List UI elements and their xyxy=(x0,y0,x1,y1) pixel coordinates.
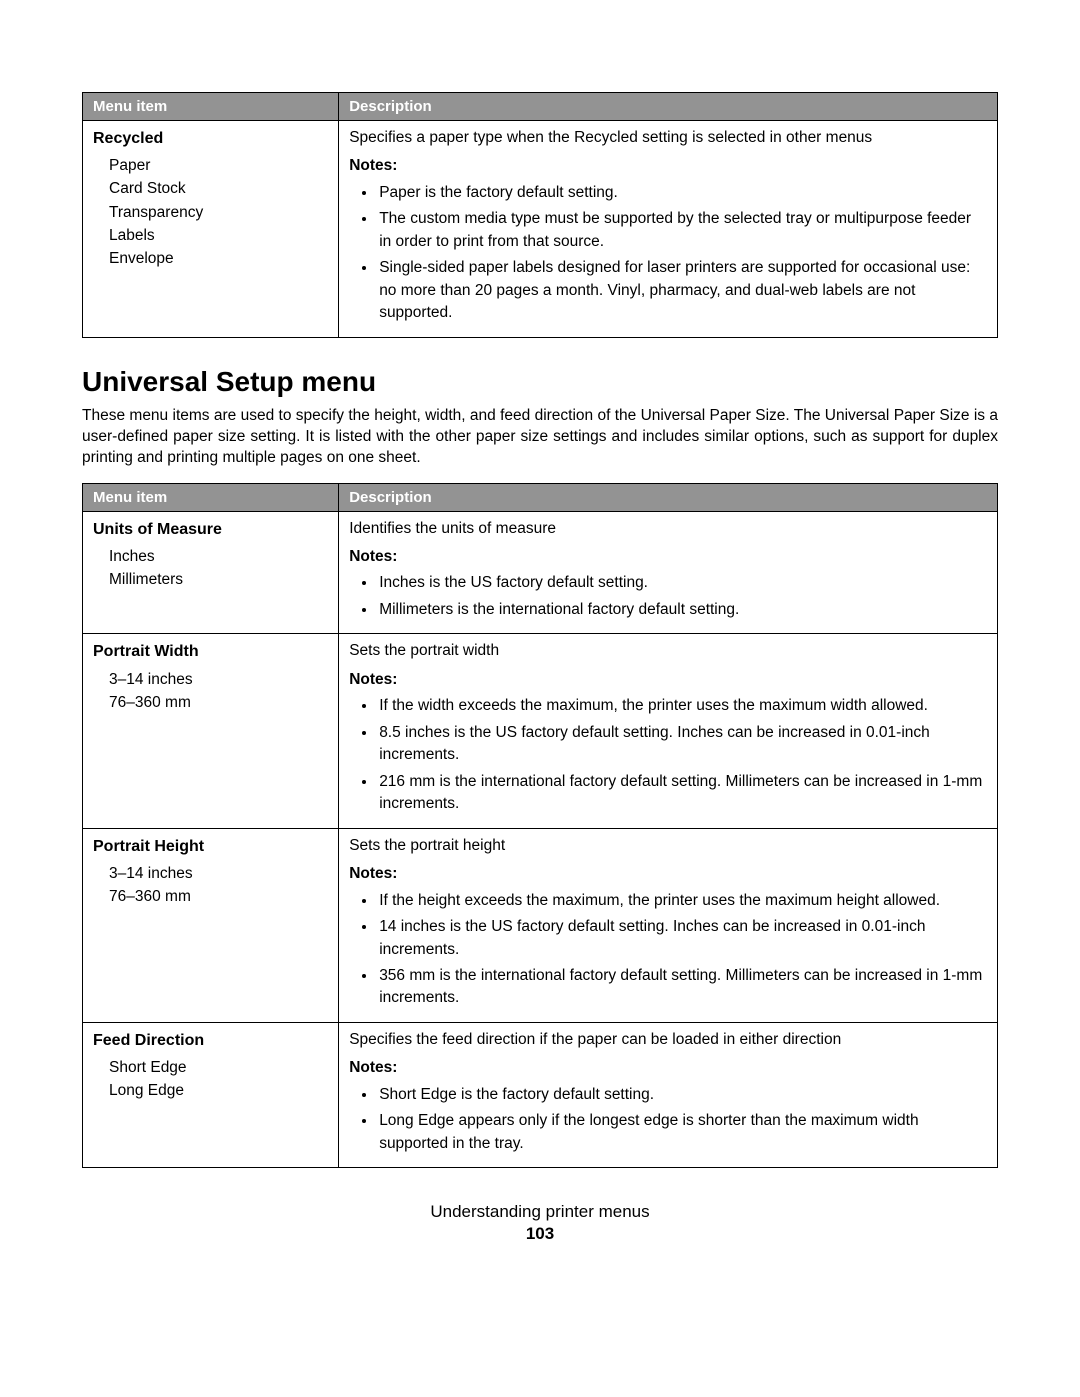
note-item: 216 mm is the international factory defa… xyxy=(377,771,987,816)
cell-menu-item: Units of Measure InchesMillimeters xyxy=(83,511,339,634)
description-lead: Sets the portrait width xyxy=(349,640,987,662)
th-menu-item: Menu item xyxy=(83,93,339,121)
table-universal-setup: Menu item Description Units of Measure In… xyxy=(82,483,998,1169)
menu-item-title: Units of Measure xyxy=(93,518,328,541)
note-item: Millimeters is the international factory… xyxy=(377,599,987,621)
th-description: Description xyxy=(339,93,998,121)
table1-body: Recycled PaperCard StockTransparencyLabel… xyxy=(83,121,998,338)
menu-item-option: Long Edge xyxy=(109,1079,328,1102)
menu-item-option: Envelope xyxy=(109,247,328,270)
cell-menu-item: Recycled PaperCard StockTransparencyLabel… xyxy=(83,121,339,338)
note-item: If the width exceeds the maximum, the pr… xyxy=(377,695,987,717)
note-item: Long Edge appears only if the longest ed… xyxy=(377,1110,987,1155)
cell-description: Specifies the feed direction if the pape… xyxy=(339,1022,998,1167)
menu-item-option: Millimeters xyxy=(109,568,328,591)
page-footer: Understanding printer menus 103 xyxy=(82,1202,998,1244)
th-description: Description xyxy=(339,483,998,511)
menu-item-options: Short EdgeLong Edge xyxy=(93,1056,328,1103)
cell-description: Identifies the units of measure Notes: Inc… xyxy=(339,511,998,634)
notes-label: Notes: xyxy=(349,1057,987,1079)
section-intro: These menu items are used to specify the… xyxy=(82,406,998,469)
table2-body: Units of MeasureInchesMillimetersIdentif… xyxy=(83,511,998,1168)
notes-list: Inches is the US factory default setting… xyxy=(349,572,987,621)
note-item: 14 inches is the US factory default sett… xyxy=(377,916,987,961)
cell-description: Sets the portrait height Notes: If the hei… xyxy=(339,828,998,1022)
note-item: Inches is the US factory default setting… xyxy=(377,572,987,594)
cell-description: Specifies a paper type when the Recycled… xyxy=(339,121,998,338)
cell-menu-item: Portrait Width 3–14 inches76–360 mm xyxy=(83,634,339,828)
cell-menu-item: Feed Direction Short EdgeLong Edge xyxy=(83,1022,339,1167)
menu-item-title: Recycled xyxy=(93,127,328,150)
description-lead: Sets the portrait height xyxy=(349,835,987,857)
table-row: Portrait Width3–14 inches76–360 mmSets t… xyxy=(83,634,998,828)
menu-item-option: 76–360 mm xyxy=(109,691,328,714)
footer-page-number: 103 xyxy=(82,1224,998,1244)
notes-label: Notes: xyxy=(349,669,987,691)
menu-item-option: Labels xyxy=(109,224,328,247)
table-row: Feed Direction Short EdgeLong Edge Specifi… xyxy=(83,1022,998,1167)
menu-item-title: Portrait Width xyxy=(93,640,328,663)
note-item: The custom media type must be supported … xyxy=(377,208,987,253)
table-row: Units of MeasureInchesMillimetersIdentif… xyxy=(83,511,998,634)
menu-item-option: 3–14 inches xyxy=(109,668,328,691)
menu-item-option: Card Stock xyxy=(109,177,328,200)
menu-item-options: 3–14 inches76–360 mm xyxy=(93,668,328,715)
menu-item-option: Transparency xyxy=(109,201,328,224)
page: Menu item Description Recycled PaperCard … xyxy=(0,0,1080,1284)
cell-menu-item: Portrait Height 3–14 inches76–360 mm xyxy=(83,828,339,1022)
menu-item-option: Inches xyxy=(109,545,328,568)
menu-item-options: 3–14 inches76–360 mm xyxy=(93,862,328,909)
description-lead: Specifies the feed direction if the pape… xyxy=(349,1029,987,1051)
table-row: Recycled PaperCard StockTransparencyLabel… xyxy=(83,121,998,338)
table-recycled: Menu item Description Recycled PaperCard … xyxy=(82,92,998,338)
menu-item-option: Paper xyxy=(109,154,328,177)
notes-label: Notes: xyxy=(349,546,987,568)
menu-item-title: Feed Direction xyxy=(93,1029,328,1052)
section-heading: Universal Setup menu xyxy=(82,366,998,398)
menu-item-option: Short Edge xyxy=(109,1056,328,1079)
notes-list: If the height exceeds the maximum, the p… xyxy=(349,890,987,1010)
note-item: 356 mm is the international factory defa… xyxy=(377,965,987,1010)
notes-list: If the width exceeds the maximum, the pr… xyxy=(349,695,987,815)
notes-list: Short Edge is the factory default settin… xyxy=(349,1084,987,1155)
note-item: If the height exceeds the maximum, the p… xyxy=(377,890,987,912)
note-item: Paper is the factory default setting. xyxy=(377,182,987,204)
table-row: Portrait Height3–14 inches76–360 mmSets … xyxy=(83,828,998,1022)
notes-label: Notes: xyxy=(349,863,987,885)
menu-item-options: PaperCard StockTransparencyLabelsEnvelop… xyxy=(93,154,328,270)
notes-list: Paper is the factory default setting. The… xyxy=(349,182,987,325)
th-menu-item: Menu item xyxy=(83,483,339,511)
description-lead: Specifies a paper type when the Recycled… xyxy=(349,127,987,149)
note-item: 8.5 inches is the US factory default set… xyxy=(377,722,987,767)
note-item: Single-sided paper labels designed for l… xyxy=(377,257,987,324)
notes-label: Notes: xyxy=(349,155,987,177)
note-item: Short Edge is the factory default settin… xyxy=(377,1084,987,1106)
menu-item-title: Portrait Height xyxy=(93,835,328,858)
description-lead: Identifies the units of measure xyxy=(349,518,987,540)
menu-item-options: InchesMillimeters xyxy=(93,545,328,592)
footer-title: Understanding printer menus xyxy=(82,1202,998,1222)
cell-description: Sets the portrait width Notes: If the widt… xyxy=(339,634,998,828)
menu-item-option: 3–14 inches xyxy=(109,862,328,885)
menu-item-option: 76–360 mm xyxy=(109,885,328,908)
